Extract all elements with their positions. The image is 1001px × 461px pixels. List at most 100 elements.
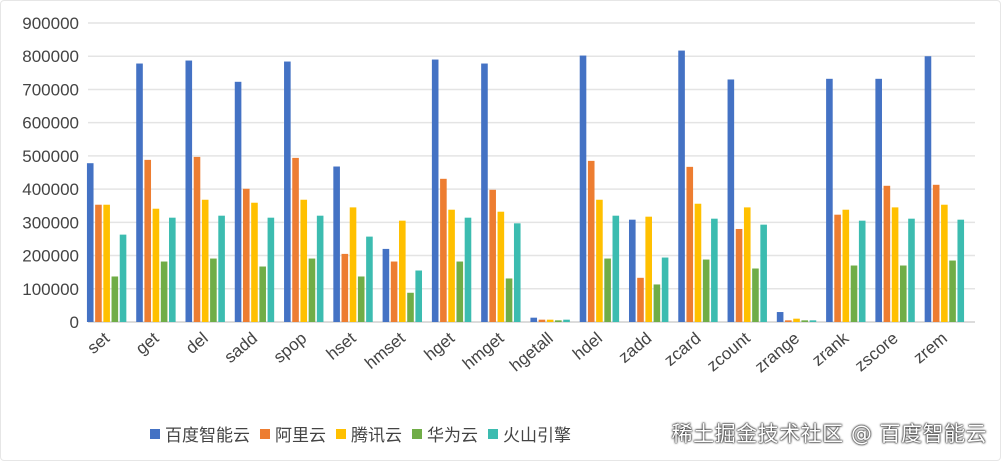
legend-item: 阿里云 — [260, 421, 326, 446]
bar-spop-series-2 — [300, 199, 308, 322]
bar-zscore-series-2 — [891, 207, 899, 322]
bar-hgetall-series-2 — [546, 319, 554, 322]
bar-hmget-series-4 — [513, 223, 521, 322]
bar-zadd-series-4 — [661, 257, 669, 322]
bar-del-series-2 — [201, 199, 209, 322]
bar-zrange-series-1 — [785, 320, 792, 322]
bar-zrange-series-4 — [809, 320, 817, 322]
legend-label: 百度智能云 — [165, 426, 250, 446]
bar-zrem-series-3 — [949, 260, 956, 322]
bar-hset-series-2 — [349, 207, 357, 322]
bar-hdel-series-3 — [604, 258, 611, 322]
bar-spop-series-1 — [292, 157, 299, 322]
bar-hdel-series-2 — [596, 199, 603, 322]
bar-del-series-0 — [185, 60, 193, 323]
bar-zcard-series-0 — [678, 50, 685, 323]
bar-zscore-series-0 — [875, 78, 882, 323]
bar-zcount-series-0 — [727, 79, 735, 322]
bar-hdel-series-0 — [579, 55, 587, 323]
bar-zrem-series-2 — [941, 204, 948, 322]
watermark: 稀土掘金技术社区 @ 百度智能云 — [671, 422, 987, 446]
bar-hmget-series-3 — [505, 278, 513, 322]
bar-zcount-series-2 — [743, 207, 751, 322]
bar-hmget-series-2 — [497, 211, 505, 322]
bar-sadd-series-3 — [259, 266, 266, 322]
x-tick-label: zrem — [910, 329, 951, 368]
bar-zcard-series-1 — [686, 166, 694, 322]
bar-hmset-series-2 — [399, 220, 406, 322]
y-tick-label: 100000 — [22, 280, 79, 299]
bar-get-series-0 — [136, 63, 143, 322]
bar-zadd-series-2 — [645, 216, 652, 322]
y-tick-label: 700000 — [22, 80, 79, 99]
bar-hdel-series-4 — [612, 215, 620, 322]
bar-zrank-series-2 — [842, 209, 850, 322]
x-tick-label: set — [84, 328, 114, 357]
bar-hget-series-3 — [456, 261, 464, 322]
bar-zrem-series-1 — [932, 184, 940, 322]
bar-hgetall-series-4 — [563, 319, 570, 322]
y-tick-label: 800000 — [22, 47, 79, 66]
legend-swatch — [150, 428, 160, 439]
bar-set-series-4 — [119, 234, 127, 322]
x-tick-label: hset — [323, 328, 360, 363]
legend-label: 华为云 — [427, 426, 478, 446]
bar-sadd-series-2 — [251, 202, 258, 322]
bar-zscore-series-3 — [899, 265, 907, 322]
bar-hset-series-3 — [357, 276, 365, 322]
legend-swatch — [336, 428, 346, 439]
bar-get-series-2 — [152, 208, 160, 322]
bar-spop-series-0 — [284, 61, 291, 322]
legend-swatch — [488, 428, 498, 439]
bar-zrem-series-0 — [924, 56, 932, 322]
bar-hgetall-series-0 — [530, 317, 538, 322]
legend-swatch — [260, 428, 270, 439]
x-tick-label: spop — [270, 329, 310, 367]
x-tick-label: hdel — [569, 329, 606, 364]
bar-hgetall-series-3 — [555, 320, 562, 322]
bar-zscore-series-4 — [908, 218, 915, 322]
bar-zrange-series-2 — [793, 318, 800, 322]
bar-hget-series-0 — [431, 59, 439, 323]
bar-hmset-series-3 — [407, 292, 414, 322]
legend: 百度智能云 阿里云 腾讯云 华为云 火山引擎 — [150, 421, 571, 446]
bar-hgetall-series-1 — [538, 319, 546, 322]
legend-item: 腾讯云 — [336, 421, 402, 446]
bar-hset-series-0 — [333, 166, 340, 322]
bar-zrank-series-1 — [834, 214, 841, 322]
bar-hmget-series-0 — [481, 63, 488, 322]
bar-zadd-series-3 — [653, 284, 661, 322]
bar-zrank-series-3 — [850, 265, 858, 322]
bar-sadd-series-4 — [267, 217, 275, 322]
legend-item: 火山引擎 — [488, 421, 571, 446]
bar-zcard-series-4 — [711, 218, 718, 322]
bar-hmset-series-0 — [382, 248, 390, 322]
bar-get-series-1 — [144, 159, 152, 322]
bar-zrank-series-4 — [858, 220, 866, 322]
bar-hmset-series-1 — [390, 261, 398, 322]
y-tick-label: 300000 — [22, 213, 79, 232]
bar-zrange-series-3 — [801, 320, 809, 322]
legend-label: 腾讯云 — [351, 426, 402, 446]
y-tick-label: 500000 — [22, 147, 79, 166]
bar-set-series-2 — [103, 204, 110, 322]
bar-set-series-1 — [95, 204, 102, 322]
bar-get-series-4 — [169, 217, 176, 322]
bar-del-series-4 — [218, 215, 225, 322]
bar-spop-series-4 — [316, 215, 324, 322]
x-tick-label: hmget — [459, 328, 508, 373]
x-tick-label: zrange — [751, 329, 803, 377]
x-tick-label: hget — [421, 328, 459, 364]
bar-zscore-series-1 — [883, 185, 891, 322]
bar-hget-series-1 — [440, 178, 447, 322]
bar-zcount-series-3 — [752, 268, 759, 322]
legend-swatch — [412, 428, 422, 439]
bar-zrange-series-0 — [776, 312, 784, 322]
bar-set-series-0 — [86, 163, 94, 322]
bar-zcard-series-3 — [702, 259, 710, 322]
y-tick-label: 400000 — [22, 180, 79, 199]
x-tick-label: del — [182, 329, 212, 358]
bar-sadd-series-0 — [234, 81, 242, 322]
x-tick-label: zcard — [660, 329, 704, 370]
x-tick-label: get — [132, 328, 163, 358]
